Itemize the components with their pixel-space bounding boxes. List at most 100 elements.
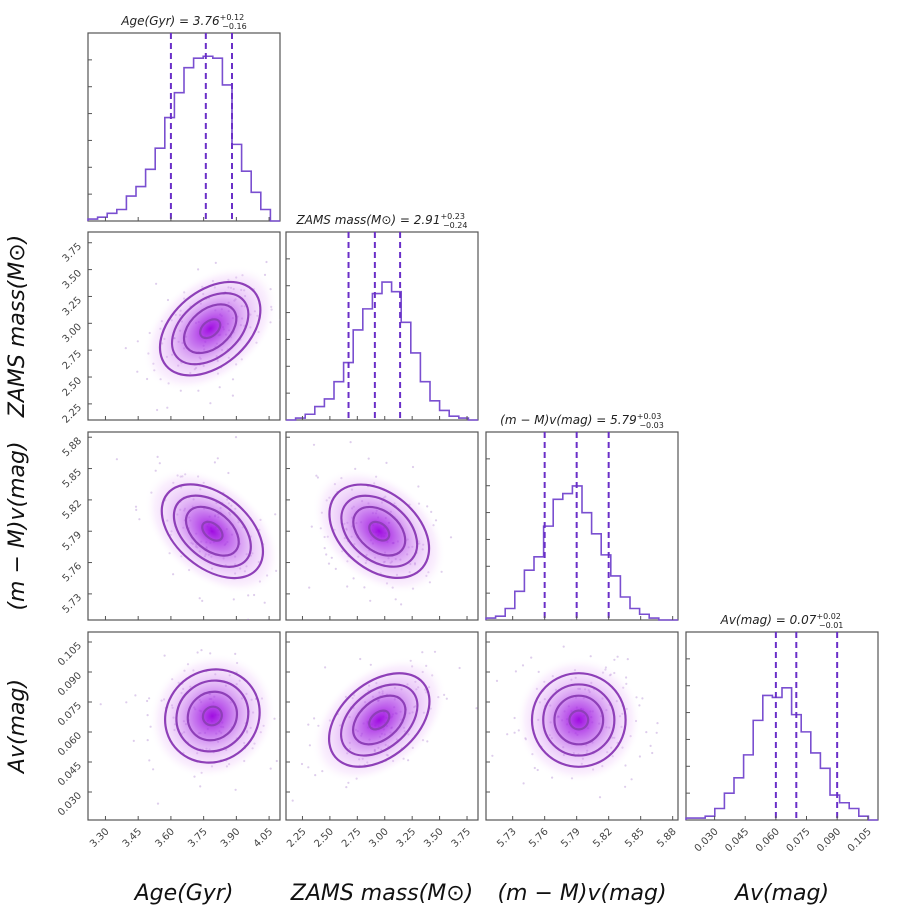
- density-map: [142, 265, 278, 392]
- sample-point: [146, 714, 149, 717]
- sample-point: [199, 785, 202, 788]
- sample-point: [82, 461, 84, 463]
- sample-point: [307, 766, 310, 769]
- panel-frame: [87, 32, 281, 222]
- y-axis-label-distmod: (m − M)v(mag): [5, 441, 30, 610]
- sample-point: [135, 508, 138, 511]
- contour-level-2: [542, 683, 616, 757]
- sample-point: [521, 664, 525, 667]
- x-tick-label: 0.090: [815, 826, 843, 854]
- y-tick-label: 2.50: [61, 375, 85, 399]
- sample-point: [197, 389, 200, 392]
- sample-point: [156, 802, 160, 805]
- y-tick-label: 3.75: [61, 241, 85, 265]
- y-tick-label: 5.76: [61, 561, 85, 585]
- sample-point: [232, 598, 235, 601]
- sample-point: [307, 723, 310, 726]
- sample-point: [323, 547, 326, 550]
- x-tick-label: 0.075: [785, 826, 813, 854]
- sample-point: [314, 774, 317, 777]
- histogram-mass: [286, 281, 478, 421]
- x-tick-label: 0.045: [723, 826, 751, 854]
- sample-point: [626, 658, 629, 661]
- y-tick-label: 5.73: [61, 592, 85, 616]
- sample-point: [394, 598, 397, 601]
- sample-point: [269, 767, 272, 770]
- x-tick-label: 3.30: [88, 826, 112, 850]
- sample-point: [134, 694, 137, 697]
- sample-point: [385, 461, 388, 464]
- y-tick-label: 0.060: [56, 730, 84, 758]
- x-axis-label-mass: ZAMS mass(M⊙): [290, 881, 473, 906]
- sample-point: [154, 469, 157, 472]
- sample-point: [449, 536, 453, 539]
- sample-point: [213, 461, 216, 464]
- sample-point: [598, 796, 602, 799]
- sample-point: [218, 386, 221, 389]
- x-tick-label: 3.00: [367, 826, 391, 850]
- x-axis-label-age: Age(Gyr): [133, 881, 234, 906]
- sample-point: [641, 697, 644, 700]
- sample-point: [533, 766, 536, 770]
- y-tick-label: 0.075: [56, 700, 84, 728]
- sample-point: [334, 567, 337, 571]
- contour-level-1: [530, 672, 627, 768]
- sample-point: [624, 764, 627, 767]
- sample-point: [172, 573, 175, 576]
- sample-point: [200, 649, 203, 652]
- y-tick-label: 3.00: [61, 322, 85, 346]
- sample-point: [124, 347, 127, 350]
- sample-point: [281, 319, 283, 321]
- sample-point: [513, 716, 516, 720]
- sample-point: [645, 731, 648, 734]
- y-tick-label: 3.50: [61, 268, 85, 292]
- sample-point: [411, 465, 415, 469]
- sample-point: [475, 707, 478, 710]
- sample-point: [655, 731, 658, 734]
- histogram-age: [87, 55, 280, 222]
- sample-point: [613, 658, 616, 661]
- sample-point: [359, 657, 362, 661]
- sample-point: [562, 645, 565, 648]
- sample-point: [279, 716, 280, 719]
- hist-panel-mass: [285, 231, 479, 421]
- sample-point: [522, 782, 525, 785]
- contour-level-4: [201, 705, 223, 727]
- sample-point: [163, 654, 166, 657]
- sample-point: [514, 670, 518, 673]
- sample-point: [325, 553, 328, 556]
- panel-title-av: Av(mag) = 0.07+0.02 −0.01: [720, 612, 844, 630]
- sample-point: [231, 378, 235, 381]
- sample-point: [530, 656, 533, 659]
- scatter-panel-age-vs-mass: [87, 231, 283, 421]
- contour-level-1: [158, 280, 262, 377]
- y-tick-label: 0.030: [56, 790, 84, 818]
- sample-point: [324, 666, 327, 669]
- sample-point: [152, 768, 155, 771]
- contour-level-2: [172, 494, 252, 568]
- sample-point: [369, 663, 372, 666]
- sample-point: [363, 586, 366, 589]
- sample-point: [651, 751, 654, 755]
- sample-point: [630, 778, 633, 781]
- sample-point: [624, 785, 627, 788]
- sample-point: [155, 282, 158, 285]
- sample-point: [433, 650, 437, 653]
- sample-point: [125, 701, 128, 704]
- sample-point: [417, 485, 420, 488]
- contour-level-3: [352, 505, 407, 557]
- sample-point: [308, 586, 311, 589]
- density-map: [144, 468, 280, 595]
- contour-level-2: [175, 679, 250, 753]
- x-axis-label-av: Av(mag): [733, 881, 829, 906]
- sample-point: [513, 731, 516, 734]
- x-tick-label: 5.88: [655, 826, 679, 850]
- scatter-panel-distmod-vs-av: [485, 631, 679, 821]
- x-tick-label: 3.60: [154, 826, 178, 850]
- sample-point: [275, 759, 278, 763]
- contour-level-3: [186, 690, 239, 742]
- y-tick-label: 0.105: [56, 640, 84, 668]
- sample-point: [345, 786, 348, 789]
- scatter-panel-mass-vs-av: [285, 631, 479, 821]
- y-tick-label: 5.85: [61, 467, 85, 491]
